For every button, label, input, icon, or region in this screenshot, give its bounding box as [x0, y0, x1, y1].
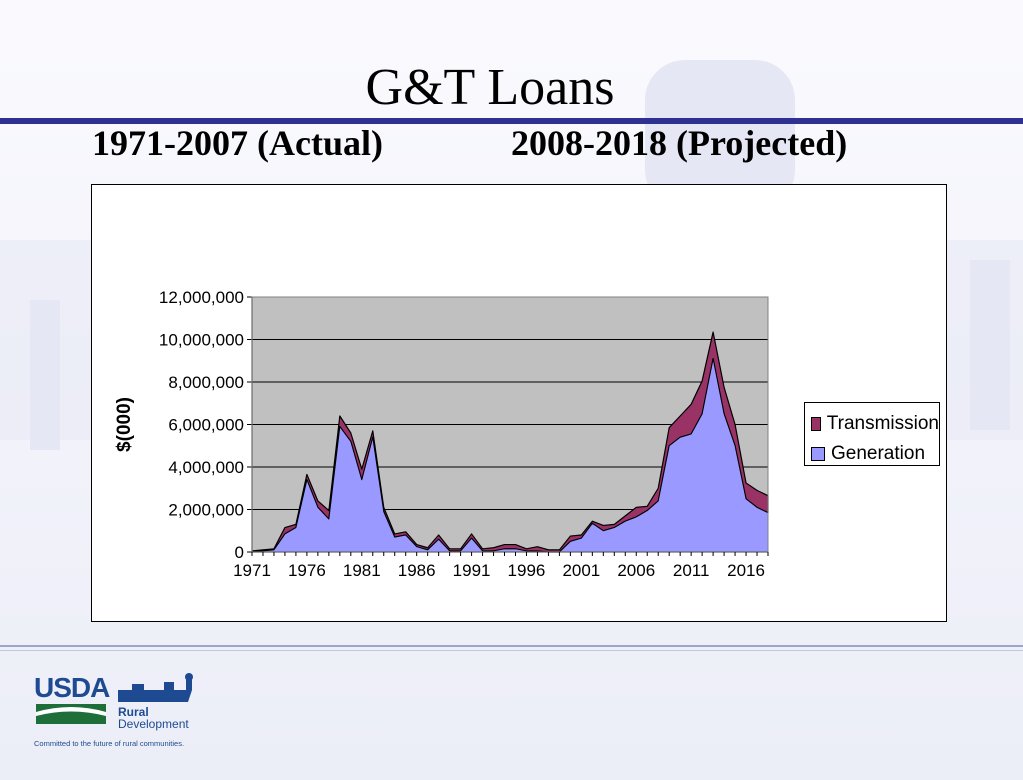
development-text: Development	[118, 717, 189, 731]
usda-logo-mark	[36, 673, 193, 724]
title-divider	[0, 118, 1023, 124]
subtitle-projected: 2008-2018 (Projected)	[511, 123, 848, 163]
y-tick-label: 10,000,000	[159, 331, 244, 350]
axes: 0 2,000,000 4,000,000 6,000,000 8,000,000 10,…	[159, 288, 769, 580]
x-tick-label: 1986	[398, 561, 436, 580]
y-tick-label: 0	[235, 543, 244, 562]
x-tick-label: 1971	[233, 561, 271, 580]
area-chart: 0 2,000,000 4,000,000 6,000,000 8,000,000 10,…	[114, 288, 769, 580]
footer-divider-thin	[0, 650, 1023, 651]
chart-panel: 0 2,000,000 4,000,000 6,000,000 8,000,000 10,…	[91, 184, 947, 622]
slide-title: G&T Loans	[365, 59, 615, 116]
legend-item-transmission: Transmission	[811, 409, 939, 439]
x-tick-label: 1991	[453, 561, 491, 580]
chart-legend: Transmission Generation	[804, 402, 940, 466]
y-tick-label: 12,000,000	[159, 288, 244, 307]
legend-label-transmission: Transmission	[826, 413, 939, 434]
x-tick-label: 2016	[727, 561, 765, 580]
generation-area	[251, 358, 769, 553]
legend-swatch-generation	[811, 447, 825, 461]
subtitle-actual: 1971-2007 (Actual)	[92, 123, 383, 163]
legend-swatch-transmission	[811, 417, 821, 431]
x-tick-label: 1981	[343, 561, 381, 580]
x-tick-label: 2001	[562, 561, 600, 580]
y-tick-label: 6,000,000	[168, 416, 244, 435]
x-tick-label: 2006	[617, 561, 655, 580]
y-tick-label: 2,000,000	[168, 501, 244, 520]
plot-border	[251, 296, 769, 553]
usda-logo-text: USDA	[34, 672, 110, 703]
rural-text: Rural	[118, 705, 149, 719]
x-tick-label: 1976	[288, 561, 326, 580]
footer-divider	[0, 645, 1023, 647]
legend-item-generation: Generation	[811, 439, 939, 469]
x-tick-label: 1996	[508, 561, 546, 580]
logo-tagline: Committed to the future of rural communi…	[34, 739, 185, 748]
y-tick-label: 8,000,000	[168, 373, 244, 392]
usda-rural-development-logo: USDA Rural Development Committed to the …	[34, 672, 204, 752]
x-tick-label: 2011	[673, 561, 710, 580]
y-axis-label: $(000)	[114, 397, 135, 452]
y-tick-label: 4,000,000	[168, 458, 244, 477]
legend-label-generation: Generation	[831, 443, 926, 464]
